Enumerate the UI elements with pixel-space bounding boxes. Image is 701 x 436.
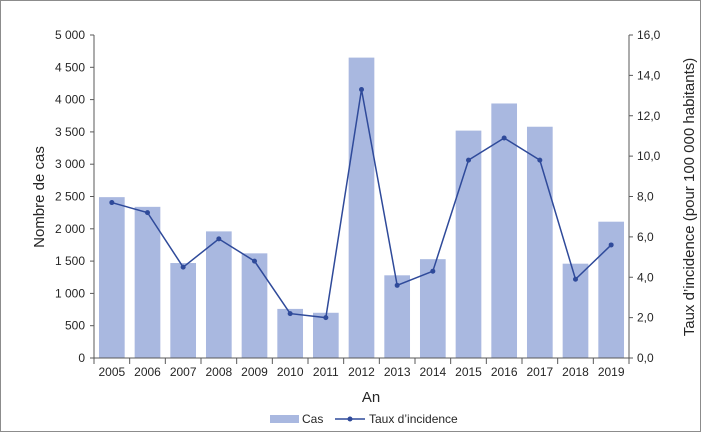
taux-point-2007 — [180, 264, 186, 270]
x-tick-label: 2018 — [562, 365, 589, 379]
y2-tick-label: 0,0 — [637, 351, 654, 365]
bar-2009 — [241, 253, 268, 358]
taux-point-2017 — [537, 157, 543, 163]
taux-point-2015 — [466, 157, 471, 163]
y2-tick-label: 2,0 — [637, 311, 654, 325]
taux-point-2019 — [608, 242, 614, 248]
x-tick-label: 2008 — [205, 365, 232, 379]
x-tick-label: 2005 — [98, 365, 125, 379]
taux-point-2009 — [252, 258, 257, 264]
bar-2017 — [526, 126, 553, 359]
taux-point-2010 — [287, 311, 293, 317]
bar-2019 — [598, 221, 625, 358]
bar-2015 — [455, 130, 482, 358]
y2-tick-label: 16,0 — [637, 28, 661, 42]
taux-point-2006 — [145, 210, 150, 216]
y2-tick-label: 12,0 — [637, 109, 661, 123]
y-tick-label: 4 000 — [55, 93, 85, 107]
x-tick-label: 2009 — [241, 365, 268, 379]
x-tick-label: 2010 — [277, 365, 304, 379]
x-tick-label: 2012 — [348, 365, 375, 379]
bar-2006 — [134, 206, 161, 358]
legend-label-cas: Cas — [302, 412, 323, 426]
y-tick-label: 4 500 — [55, 60, 85, 74]
x-axis-title: An — [362, 389, 380, 406]
bar-2007 — [170, 263, 197, 358]
x-tick-label: 2006 — [134, 365, 161, 379]
y2-axis-title: Taux d’incidence (pour 100 000 habitants… — [681, 58, 698, 337]
taux-point-2005 — [109, 200, 115, 206]
taux-point-2013 — [394, 282, 400, 288]
bars-layer — [98, 57, 625, 359]
y-tick-label: 3 000 — [55, 157, 85, 171]
y2-tick-label: 4,0 — [637, 270, 654, 284]
ticks-layer: 0 500 1 000 1 500 2 000 2 500 3 000 3 500 4 000 4… — [55, 28, 661, 379]
bar-2016 — [491, 103, 518, 358]
taux-point-2018 — [573, 276, 578, 282]
taux-point-2016 — [501, 135, 507, 141]
bar-2012 — [348, 57, 375, 359]
y-tick-label: 2 500 — [55, 190, 85, 204]
legend-label-taux: Taux d’incidence — [369, 412, 458, 426]
legend: Cas Taux d’incidence — [270, 412, 458, 426]
bar-2005 — [98, 197, 125, 358]
y2-tick-label: 8,0 — [637, 190, 654, 204]
x-tick-label: 2019 — [598, 365, 625, 379]
y-tick-label: 2 000 — [55, 222, 85, 236]
legend-marker-taux — [347, 416, 353, 422]
bar-2008 — [205, 231, 232, 358]
bar-2011 — [312, 312, 339, 358]
x-tick-label: 2014 — [419, 365, 446, 379]
x-tick-label: 2013 — [384, 365, 411, 379]
y-tick-label: 500 — [65, 319, 85, 333]
y-tick-label: 1 500 — [55, 254, 85, 268]
bar-2013 — [384, 275, 411, 358]
bar-2010 — [277, 308, 304, 358]
x-tick-label: 2017 — [526, 365, 553, 379]
y-tick-label: 3 500 — [55, 125, 85, 139]
x-tick-label: 2016 — [491, 365, 518, 379]
bar-2014 — [419, 259, 446, 358]
y2-tick-label: 14,0 — [637, 68, 661, 82]
x-tick-label: 2007 — [170, 365, 197, 379]
taux-point-2011 — [323, 315, 329, 321]
x-tick-label: 2011 — [313, 365, 339, 379]
taux-point-2014 — [430, 268, 436, 274]
x-tick-label: 2015 — [455, 365, 482, 379]
y-axis-title: Nombre de cas — [31, 146, 48, 248]
line-layer — [109, 87, 614, 321]
taux-point-2012 — [359, 87, 364, 93]
taux-point-2008 — [216, 236, 222, 242]
y-tick-label: 0 — [78, 351, 85, 365]
y-tick-label: 5 000 — [55, 28, 85, 42]
y2-tick-label: 6,0 — [637, 230, 654, 244]
legend-swatch-cas — [270, 415, 299, 423]
y2-tick-label: 10,0 — [637, 149, 661, 163]
y-tick-label: 1 000 — [55, 286, 85, 300]
